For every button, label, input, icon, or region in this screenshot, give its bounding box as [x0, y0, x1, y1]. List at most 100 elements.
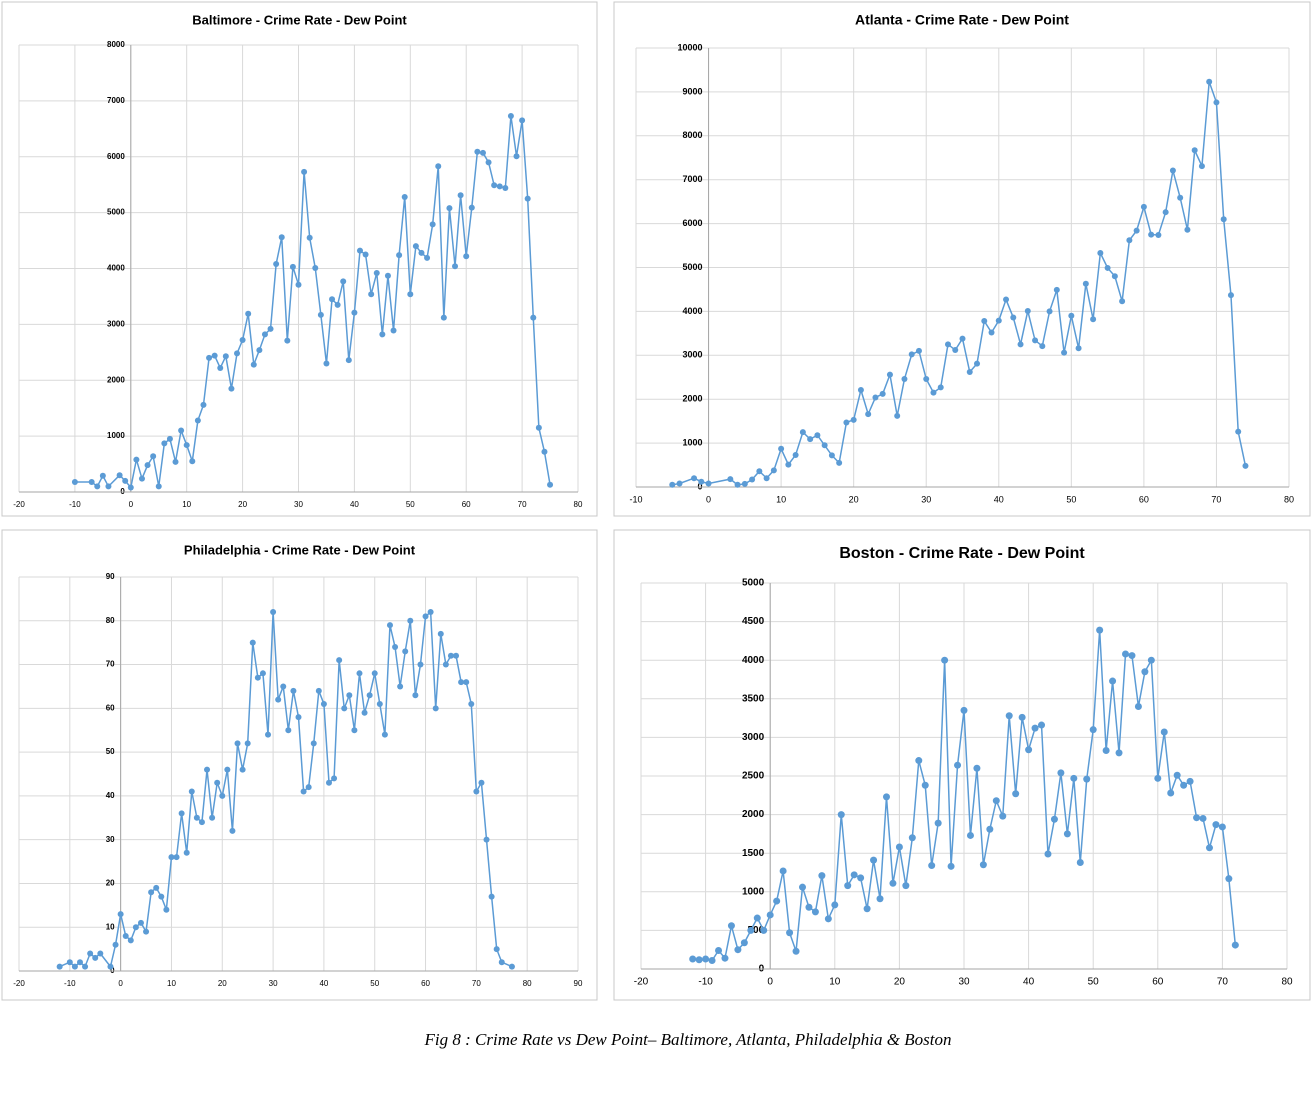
chart-panel: Atlanta - Crime Rate - Dew Point01000200… — [613, 1, 1311, 517]
data-point — [513, 153, 520, 160]
data-point — [468, 204, 475, 211]
x-tick-label: -20 — [13, 979, 25, 988]
chart-title: Philadelphia - Crime Rate - Dew Point — [184, 542, 416, 557]
y-tick-label: 50 — [106, 747, 115, 756]
data-point — [392, 644, 399, 651]
x-tick-label: 40 — [319, 979, 328, 988]
y-tick-label: 10000 — [678, 42, 703, 52]
data-point — [412, 692, 419, 699]
data-point — [183, 849, 190, 856]
y-tick-label: 70 — [106, 660, 115, 669]
data-point — [702, 955, 710, 963]
data-point — [708, 957, 716, 965]
data-point — [999, 812, 1007, 820]
data-point — [1109, 677, 1117, 685]
data-point — [256, 347, 263, 354]
data-point — [244, 740, 251, 747]
data-point — [127, 484, 134, 491]
x-tick-label: 50 — [406, 500, 415, 509]
data-point — [289, 263, 296, 270]
data-point — [440, 314, 447, 321]
data-point — [1122, 650, 1129, 658]
y-tick-label: 6000 — [107, 152, 125, 161]
data-point — [1104, 264, 1111, 271]
data-point — [56, 963, 63, 970]
data-point — [284, 337, 291, 344]
data-point — [814, 432, 821, 439]
y-tick-label: 40 — [106, 791, 115, 800]
data-point — [366, 692, 373, 699]
data-point — [498, 959, 505, 966]
data-point — [345, 357, 352, 364]
data-point — [857, 386, 864, 393]
data-point — [178, 810, 185, 817]
x-tick-label: -10 — [698, 977, 713, 988]
y-tick-label: 3500 — [742, 693, 765, 704]
data-point — [741, 480, 748, 487]
data-point — [132, 924, 139, 931]
data-point — [1186, 777, 1194, 785]
data-point — [224, 766, 231, 773]
y-tick-label: 8000 — [107, 40, 125, 49]
y-tick-label: 3000 — [683, 350, 703, 360]
data-point — [1057, 769, 1065, 777]
data-point — [1031, 724, 1039, 732]
data-point — [872, 394, 879, 401]
data-point — [944, 341, 951, 348]
data-point — [805, 903, 813, 911]
data-point — [850, 871, 858, 879]
chart-title: Atlanta - Crime Rate - Dew Point — [855, 12, 1069, 28]
data-point — [491, 182, 498, 189]
data-point — [1053, 286, 1060, 293]
data-point — [259, 670, 266, 677]
y-tick-label: 4000 — [683, 306, 703, 316]
data-point — [265, 731, 272, 738]
data-point — [947, 862, 955, 870]
data-point — [973, 764, 981, 772]
x-tick-label: 60 — [421, 979, 430, 988]
data-point — [734, 946, 742, 954]
data-point — [1063, 830, 1071, 838]
data-point — [278, 234, 285, 241]
x-tick-label: -20 — [13, 500, 25, 509]
chart-title: Boston - Crime Rate - Dew Point — [839, 545, 1085, 562]
data-point — [485, 159, 492, 166]
data-point — [143, 928, 150, 935]
data-point — [133, 456, 140, 463]
data-point — [1032, 337, 1039, 344]
data-point — [921, 781, 929, 789]
data-point — [785, 461, 792, 468]
data-point — [1025, 746, 1033, 754]
data-point — [478, 779, 485, 786]
x-tick-label: -10 — [629, 494, 642, 504]
data-point — [155, 483, 162, 490]
data-point — [435, 163, 442, 170]
data-point — [763, 475, 770, 482]
x-tick-label: 80 — [1284, 494, 1294, 504]
data-point — [217, 364, 224, 371]
data-point — [937, 384, 944, 391]
data-point — [329, 296, 336, 303]
y-tick-label: 0 — [698, 481, 703, 491]
data-point — [1097, 250, 1104, 257]
data-point — [446, 205, 453, 212]
x-tick-label: 0 — [118, 979, 123, 988]
data-point — [502, 185, 509, 192]
data-point — [1090, 316, 1097, 323]
data-point — [818, 872, 826, 880]
x-tick-label: 80 — [574, 500, 583, 509]
data-point — [915, 347, 922, 354]
data-point — [193, 814, 200, 821]
data-point — [1220, 216, 1227, 223]
data-point — [417, 661, 424, 668]
data-point — [270, 609, 277, 616]
data-point — [422, 613, 429, 620]
data-point — [778, 445, 785, 452]
data-point — [1134, 703, 1142, 711]
data-point — [239, 766, 246, 773]
y-tick-label: 2500 — [742, 771, 765, 782]
data-point — [386, 622, 393, 629]
data-point — [173, 854, 180, 861]
data-point — [346, 692, 353, 699]
data-point — [988, 329, 995, 336]
